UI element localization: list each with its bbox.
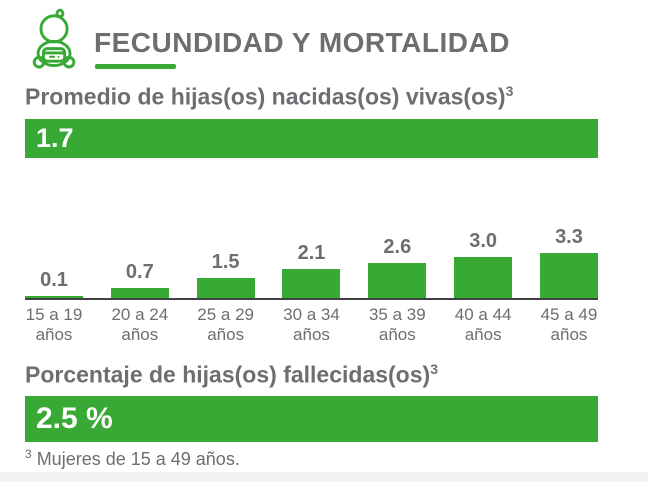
bar-column: 3.3 <box>539 226 598 298</box>
category-label: 20 a 24 años <box>111 305 169 345</box>
bar-value-label: 2.6 <box>383 235 412 258</box>
bar <box>454 257 513 298</box>
category-label: 25 a 29 años <box>197 305 255 345</box>
bar-chart: 0.1 0.7 1.5 2.1 2.6 3.0 3.3 15 a 19 años 20 a 24… <box>25 225 598 345</box>
fertility-heading: Promedio de hijas(os) nacidas(os) vivas(… <box>25 83 514 110</box>
bar-column: 0.7 <box>110 261 169 298</box>
fertility-value: 1.7 <box>36 123 74 153</box>
bar-value-label: 0.1 <box>40 269 68 291</box>
category-label: 15 a 19 años <box>25 305 83 345</box>
bar-value-label: 2.1 <box>297 242 326 265</box>
footnote-superscript: 3 <box>25 447 32 461</box>
page-title: FECUNDIDAD Y MORTALIDAD <box>94 27 510 58</box>
bottom-strip <box>0 472 648 482</box>
footnote: 3 Mujeres de 15 a 49 años. <box>25 447 240 469</box>
category-label: 35 a 39 años <box>368 305 426 345</box>
bar-column: 0.1 <box>25 269 83 298</box>
bar-value-label: 0.7 <box>125 261 154 284</box>
bar <box>196 277 255 298</box>
chart-axis-line <box>25 298 598 300</box>
bar <box>539 253 598 298</box>
bar-value-label: 3.0 <box>469 230 498 253</box>
fertility-heading-superscript: 3 <box>505 83 514 99</box>
bar <box>25 296 83 298</box>
bar <box>368 262 427 298</box>
baby-icon <box>32 8 76 69</box>
category-label: 30 a 34 años <box>283 305 340 345</box>
mortality-value-banner: 2.5 % <box>25 396 598 442</box>
chart-labels: 15 a 19 años 20 a 24 años 25 a 29 años 30 a 34… <box>25 305 598 345</box>
fertility-value-banner: 1.7 <box>25 119 598 158</box>
title-underline <box>95 64 176 69</box>
bar-value-label: 3.3 <box>555 226 583 249</box>
bar-column: 2.1 <box>282 242 341 298</box>
bar-column: 1.5 <box>196 250 255 298</box>
mortality-value: 2.5 % <box>36 402 113 435</box>
bar-column: 3.0 <box>454 230 513 298</box>
category-label: 40 a 44 años <box>454 305 512 345</box>
mortality-heading: Porcentaje de hijas(os) fallecidas(os)3 <box>25 361 438 388</box>
bar <box>282 269 341 298</box>
bar-column: 2.6 <box>368 235 427 298</box>
bar-value-label: 1.5 <box>211 250 240 273</box>
bar <box>110 288 169 298</box>
category-label: 45 a 49 años <box>540 305 598 345</box>
mortality-heading-superscript: 3 <box>430 361 438 377</box>
chart-bars: 0.1 0.7 1.5 2.1 2.6 3.0 3.3 <box>25 225 598 298</box>
